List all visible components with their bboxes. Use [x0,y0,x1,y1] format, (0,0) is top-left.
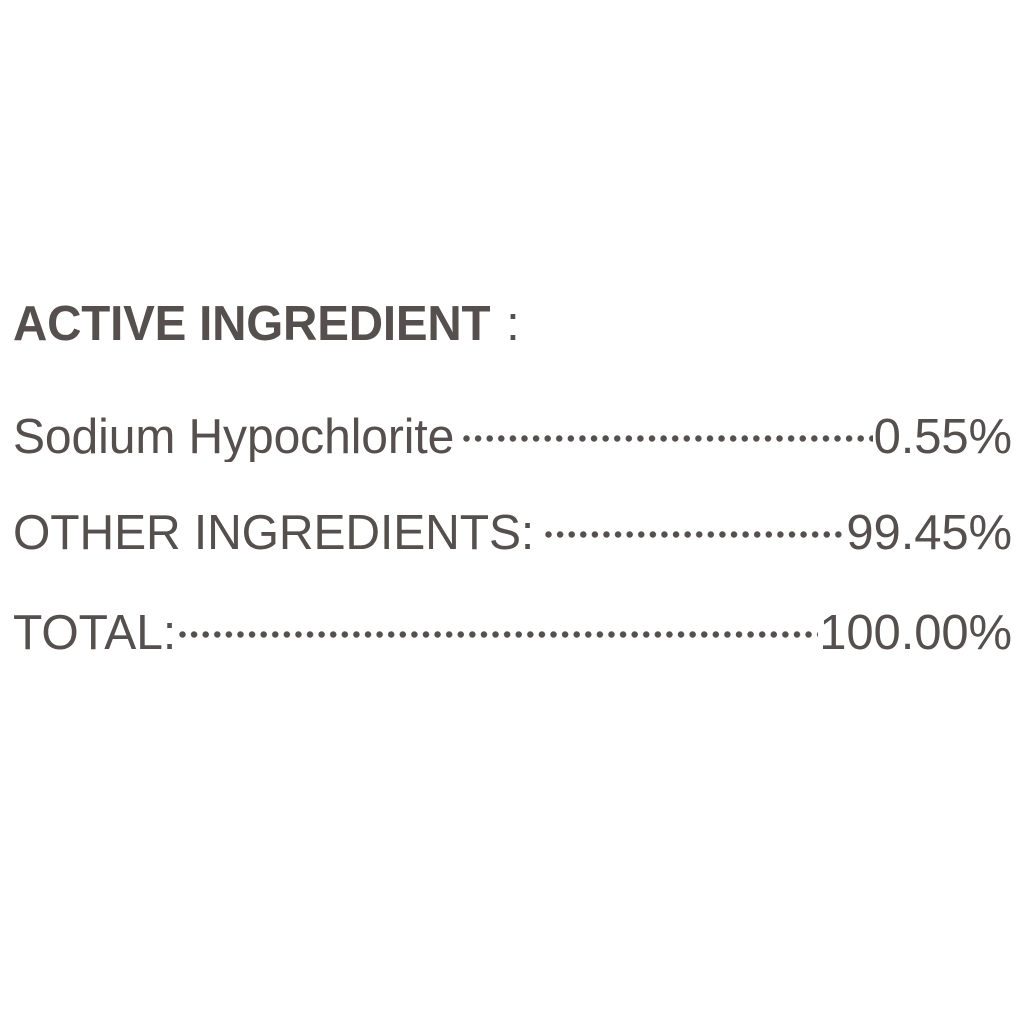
ingredient-row: Sodium Hypochlorite 0.55% [13,404,1012,462]
ingredient-name: OTHER INGREDIENTS: [13,506,535,558]
ingredient-name: Sodium Hypochlorite [13,410,455,462]
ingredient-percentage: 100.00% [819,606,1012,658]
dot-leader [544,500,846,549]
ingredient-percentage: 99.45% [846,506,1012,558]
dot-leader [463,404,873,453]
dot-leader [179,600,819,649]
ingredient-row: TOTAL: 100.00% [13,600,1012,658]
ingredient-row: OTHER INGREDIENTS: 99.45% [13,500,1012,558]
active-ingredient-heading: ACTIVE INGREDIENT : [13,300,1012,356]
active-ingredient-heading-label: ACTIVE INGREDIENT [13,297,491,351]
ingredient-name: TOTAL: [13,606,177,658]
active-ingredient-heading-colon: : [506,297,520,351]
ingredient-percentage: 0.55% [873,410,1012,462]
